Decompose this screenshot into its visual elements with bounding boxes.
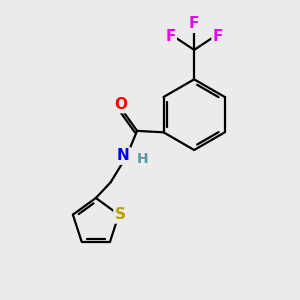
Text: F: F — [165, 29, 175, 44]
Text: F: F — [189, 16, 200, 32]
Text: S: S — [115, 207, 126, 222]
Text: F: F — [213, 29, 223, 44]
Text: O: O — [114, 97, 128, 112]
Text: N: N — [117, 148, 130, 164]
Text: H: H — [137, 152, 149, 166]
